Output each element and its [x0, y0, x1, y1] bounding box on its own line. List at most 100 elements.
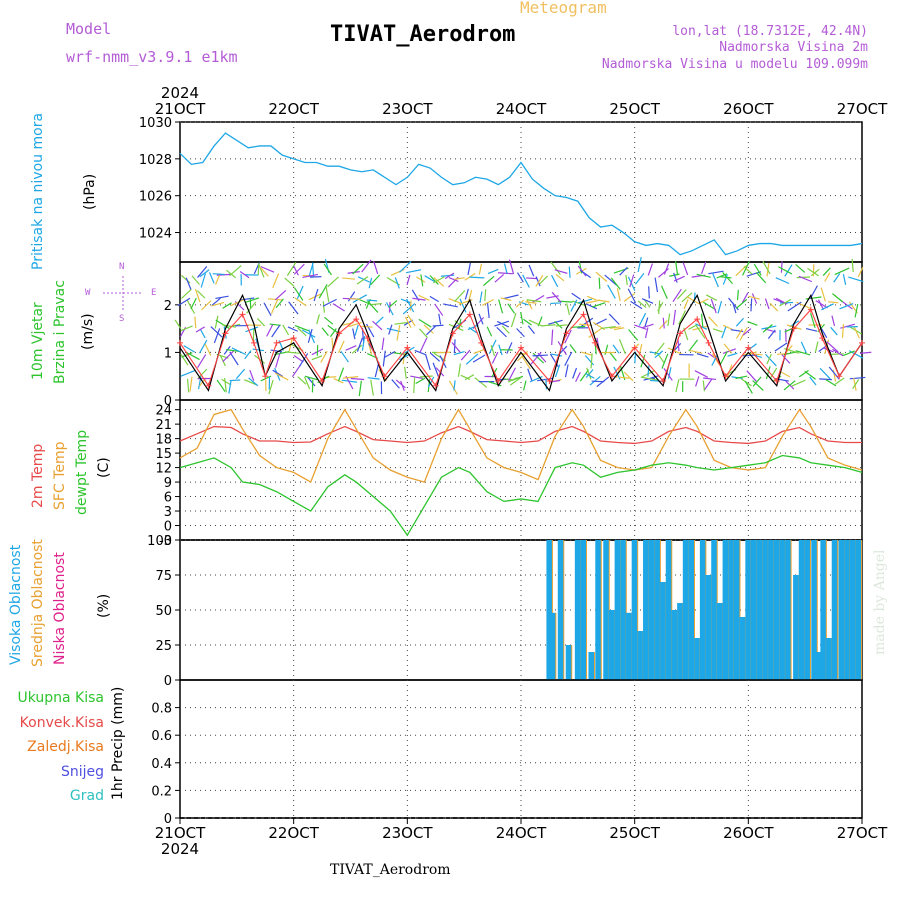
wind-barb: [185, 277, 192, 290]
elevation-label: Nadmorska Visina 2m: [719, 40, 868, 55]
wind-barb: [564, 329, 572, 344]
wind-barb: [303, 376, 311, 390]
wind-barb: [779, 298, 792, 307]
wind-barb: [704, 378, 713, 390]
wind-barb: [564, 364, 569, 378]
wind-barb: [358, 380, 362, 397]
gust-point: [705, 339, 712, 346]
wind-barb: [275, 353, 281, 368]
wind-barb: [800, 341, 807, 354]
gust-point: [591, 339, 598, 346]
wind-barb: [503, 263, 508, 274]
cloud-bar: [733, 540, 740, 680]
cloud-bar: [849, 540, 856, 680]
wind-barb: [257, 263, 265, 278]
wind-barb: [735, 317, 745, 327]
wind-barb: [318, 284, 328, 299]
cloud-bar: [722, 540, 729, 680]
wind-barb: [804, 370, 816, 380]
wind-barb: [657, 302, 664, 312]
wind-barb: [196, 290, 206, 299]
wind-barb: [732, 302, 737, 314]
wind-barb: [609, 351, 617, 362]
wind-barb: [825, 379, 837, 387]
wind-barb: [625, 274, 628, 286]
cloud-bar: [665, 540, 672, 680]
wind-barb: [810, 268, 820, 277]
wind-barb: [784, 264, 793, 277]
ytick-label: 3: [164, 505, 172, 520]
wind-barb: [717, 300, 723, 314]
wind-barb: [528, 319, 543, 327]
wind-barb: [235, 368, 246, 380]
wind-barb: [520, 311, 524, 325]
wind-barb: [849, 376, 866, 380]
wind-barb: [705, 294, 718, 301]
wind-barb: [523, 318, 532, 326]
wind-barb: [550, 302, 562, 305]
wind-barb: [640, 354, 646, 368]
wind-barb: [647, 263, 654, 276]
wind-barb: [316, 314, 320, 325]
gust-point: [518, 344, 524, 351]
wind-barb: [610, 277, 621, 290]
wind-barb: [527, 325, 535, 334]
cloud-panel: 0 25 50 75 100: [147, 534, 863, 689]
wind-barb: [474, 377, 488, 388]
wind-barb: [711, 272, 719, 288]
wind-barb: [820, 287, 826, 302]
wind-barb: [271, 324, 281, 338]
wind-barb: [783, 380, 796, 391]
wind-barb: [448, 380, 458, 395]
wind-barb: [539, 275, 549, 285]
wind-barb: [199, 269, 210, 278]
gust-point: [273, 339, 280, 346]
wind-barb: [727, 352, 738, 357]
wind-barb: [410, 375, 423, 380]
wind-barb: [259, 266, 269, 277]
wind-barb: [396, 325, 401, 341]
wind-barb: [301, 329, 316, 338]
wind-barb: [226, 269, 237, 279]
wind-barb: [831, 315, 836, 327]
cloud-bar: [768, 540, 775, 680]
temp-dew-line: [179, 454, 863, 537]
gust-point: [478, 339, 485, 346]
wind-barb: [370, 379, 374, 396]
wind-barb: [634, 273, 645, 285]
ytick-label: 0: [164, 812, 172, 827]
wind-barb: [420, 274, 424, 287]
wind-barb: [578, 323, 593, 327]
wind-barb: [352, 263, 364, 275]
cloud-bar: [608, 610, 615, 680]
wind-barb: [508, 259, 515, 275]
wind-barb: [325, 286, 330, 303]
wind-barb: [350, 377, 365, 381]
wind-barb: [373, 261, 379, 275]
cloud-bar: [779, 540, 786, 680]
cloud-bar: [831, 540, 838, 680]
wind-barb: [395, 379, 406, 389]
wind-barb: [510, 313, 517, 328]
wind-barb: [222, 324, 236, 328]
wind-barb: [627, 276, 636, 291]
wind-barb: [487, 268, 499, 275]
wind-barb: [752, 380, 764, 391]
wind-barb: [370, 274, 381, 286]
wind-barb: [521, 355, 531, 370]
wind-barb: [765, 366, 771, 380]
wind-barb: [256, 317, 266, 327]
wind-barb: [332, 303, 345, 312]
wind-barb: [299, 353, 309, 367]
gust-point: [836, 373, 843, 380]
wind-barb: [618, 376, 630, 379]
wind-barb: [675, 379, 680, 393]
wind-barb: [702, 301, 717, 311]
cloud-bar: [785, 540, 792, 680]
wind-barb: [795, 263, 806, 273]
gust-point: [745, 344, 752, 351]
wind-barb: [747, 321, 758, 326]
cloud-bar: [855, 540, 862, 680]
wind-barb: [186, 378, 190, 393]
